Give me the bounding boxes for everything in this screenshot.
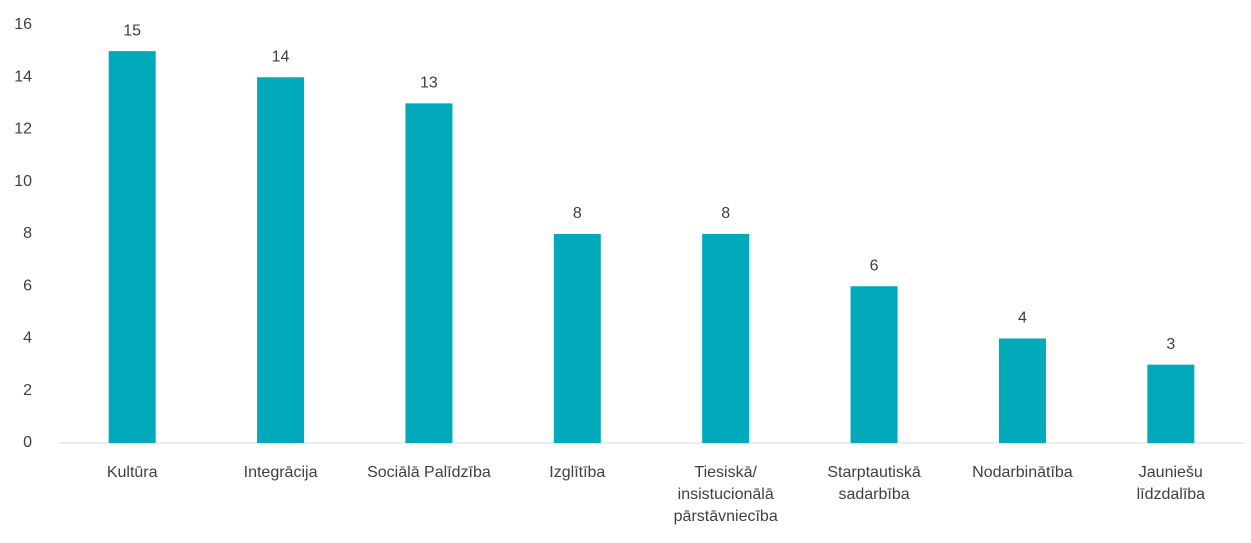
x-tick-label: Starptautiskā sadarbība [827,464,921,503]
x-tick-label: Izglītība [549,464,606,481]
y-tick-label: 0 [23,434,32,451]
x-tick-label: Integrācija [243,464,318,481]
bar [998,338,1046,443]
y-tick-label: 16 [14,16,32,33]
data-label: 15 [123,22,141,39]
x-tick-label: Sociālā Palīdzība [367,464,491,481]
y-tick-label: 14 [14,68,32,85]
data-label: 3 [1166,336,1175,353]
bar [405,103,453,443]
bar [257,77,305,443]
y-tick-label: 6 [23,277,32,294]
bar [850,286,898,443]
y-tick-label: 12 [14,121,32,138]
data-label: 14 [272,48,290,65]
y-tick-label: 2 [23,382,32,399]
y-tick-label: 10 [14,173,32,190]
bar [702,234,750,443]
data-label: 13 [420,75,438,92]
bar [108,51,156,443]
bar [553,234,601,443]
y-tick-label: 8 [23,225,32,242]
data-label: 8 [573,205,582,222]
bar [1147,364,1195,443]
data-label: 8 [721,205,730,222]
data-label: 4 [1018,310,1027,327]
x-tick-label: Tiesiskā/ insistucionālā pārstāvniecība [673,464,778,525]
x-tick-label: Jauniešu līdzdalība [1136,464,1206,503]
data-label: 6 [870,257,879,274]
y-tick-label: 4 [23,330,32,347]
x-tick-label: Kultūra [106,464,158,481]
x-tick-label: Nodarbinātība [972,464,1073,481]
